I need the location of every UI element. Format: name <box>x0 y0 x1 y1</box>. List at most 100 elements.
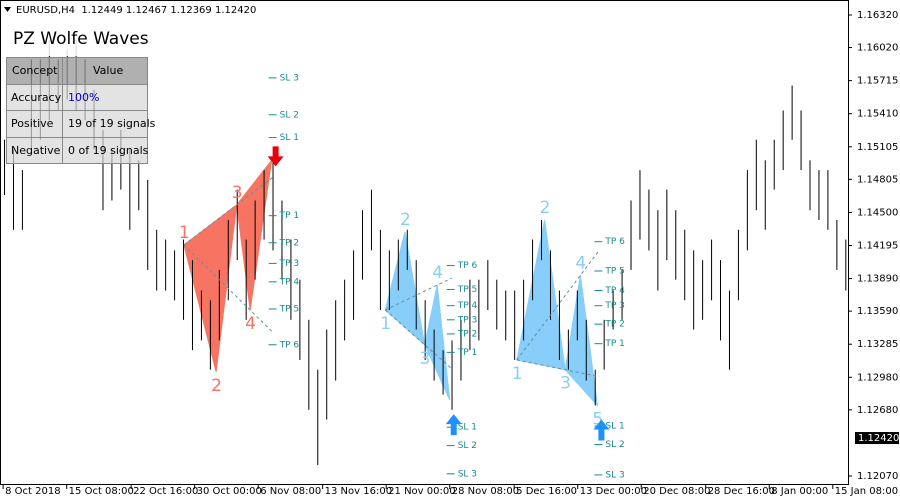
wave-point-label: 2 <box>540 198 551 218</box>
header-cell <box>6 57 63 85</box>
cell-text: 100% <box>68 91 99 104</box>
level-label: TP 1 <box>279 211 300 221</box>
cell-text: Accuracy <box>11 91 62 104</box>
wave-trendline <box>516 249 600 361</box>
cell-text: Positive <box>11 117 54 130</box>
panel-title-bg <box>6 22 148 56</box>
y-tick-label: 1.15715 <box>857 76 898 87</box>
level-label: TP 1 <box>604 339 625 349</box>
wave-point-label: 3 <box>420 349 431 369</box>
level-label: SL 1 <box>605 422 624 432</box>
level-label: TP 5 <box>604 266 625 276</box>
y-tick-label: 1.14500 <box>857 207 898 218</box>
y-tick-label: 1.12980 <box>857 372 898 383</box>
level-label: TP 3 <box>457 315 478 325</box>
level-label: TP 5 <box>279 304 300 314</box>
level-label: TP 2 <box>279 238 300 248</box>
chart-title: EURUSD,H4 1.12449 1.12467 1.12369 1.1242… <box>16 5 256 16</box>
indicator-panel: PZ Wolfe Waves Concept Value Accuracy 10… <box>6 22 156 164</box>
level-label: TP 6 <box>604 237 625 247</box>
last-price-box <box>855 432 899 445</box>
level-label: TP 2 <box>457 329 478 339</box>
x-tick-label: 13 Dec 00:00 <box>580 486 647 497</box>
x-tick-label: 15 Jan 08:00 <box>835 486 898 497</box>
y-tick-label: 1.14805 <box>857 174 898 185</box>
wave-point-label: 4 <box>245 314 256 334</box>
cell <box>62 137 148 164</box>
level-label: TP 6 <box>279 340 300 350</box>
overlay: 1 2 3 4 SL 3 SL 2 SL 1 TP 1 TP 2 TP 3 TP 4 TP 5 TP 6… <box>179 73 625 480</box>
last-price-label: 1.12420 <box>858 433 899 444</box>
wave-point-label: 1 <box>179 223 190 243</box>
signal-arrow <box>445 414 462 436</box>
cell-text: 0 of 19 signals <box>68 144 149 157</box>
wave-point-label: 4 <box>575 253 586 273</box>
y-tick-label: 1.15105 <box>857 142 898 153</box>
level-label: TP 4 <box>279 277 300 287</box>
cell <box>6 137 63 164</box>
dropdown-icon[interactable] <box>4 7 11 12</box>
x-tick-label: 21 Nov 00:00 <box>388 486 455 497</box>
level-label: SL 1 <box>280 133 299 143</box>
y-tick-label: 1.13285 <box>857 339 898 350</box>
x-tick-label: 28 Nov 08:00 <box>452 486 519 497</box>
level-label: TP 1 <box>457 348 478 358</box>
cell-text: Negative <box>11 144 61 157</box>
signal-arrow <box>593 419 610 441</box>
panel-title: PZ Wolfe Waves <box>13 29 149 49</box>
level-label: TP 4 <box>457 301 478 311</box>
x-tick-label: 20 Dec 08:00 <box>643 486 710 497</box>
x-tick-label: 15 Oct 08:00 <box>69 486 134 497</box>
wave-point-label: 5 <box>592 409 603 429</box>
y-tick-label: 1.13590 <box>857 306 898 317</box>
x-tick-label: 22 Oct 16:00 <box>133 486 198 497</box>
wave-point-label: 3 <box>232 183 243 203</box>
level-label: TP 3 <box>604 301 625 311</box>
y-tick-label: 1.12070 <box>857 471 898 482</box>
wave-point-label: 4 <box>432 263 443 283</box>
cell <box>62 84 148 111</box>
wave-point-label: 1 <box>512 364 523 384</box>
level-label: SL 2 <box>605 440 624 450</box>
y-tick-label: 1.16320 <box>857 10 898 21</box>
wave-point-label: 1 <box>380 314 391 334</box>
cell <box>62 110 148 138</box>
level-label: SL 3 <box>605 470 624 480</box>
wave-point-label: 2 <box>400 210 411 230</box>
x-tick-label: 28 Dec 16:00 <box>708 486 775 497</box>
cell-text: 19 of 19 signals <box>68 117 156 130</box>
y-tick-label: 1.14195 <box>857 241 898 252</box>
header-text: Value <box>93 64 123 77</box>
level-label: TP 4 <box>604 286 625 296</box>
y-tick-label: 1.16020 <box>857 43 898 54</box>
wave-trendline <box>384 309 453 369</box>
y-tick-label: 1.13890 <box>857 274 898 285</box>
wave-fill <box>183 203 238 372</box>
level-label: SL 3 <box>280 73 299 83</box>
level-label: SL 3 <box>458 469 477 479</box>
level-label: TP 5 <box>457 285 478 295</box>
y-tick-label: 1.15410 <box>857 109 898 120</box>
x-tick-label: 6 Nov 08:00 <box>260 486 321 497</box>
x-tick-label: 8 Oct 2018 <box>5 486 60 497</box>
wave-fill <box>564 275 599 408</box>
wave-fill <box>236 158 273 311</box>
y-tick-label: 1.12680 <box>857 405 898 416</box>
level-label: SL 2 <box>280 110 299 120</box>
level-label: SL 2 <box>458 441 477 451</box>
wave-trendline <box>516 359 600 378</box>
level-label: TP 2 <box>604 320 625 330</box>
wave-trendline <box>183 244 274 334</box>
header-text: Concept <box>12 64 58 77</box>
x-tick-label: 5 Dec 16:00 <box>516 486 577 497</box>
wave-trendline <box>385 277 452 311</box>
level-label: TP 3 <box>279 259 300 269</box>
level-label: SL 1 <box>458 423 477 433</box>
header-cell <box>62 57 148 85</box>
x-tick-label: 8 Jan 00:00 <box>771 486 828 497</box>
x-tick-label: 30 Oct 00:00 <box>197 486 262 497</box>
x-tick-label: 13 Nov 16:00 <box>325 486 392 497</box>
signal-arrow <box>267 146 284 167</box>
wave-point-label: 3 <box>560 374 571 394</box>
